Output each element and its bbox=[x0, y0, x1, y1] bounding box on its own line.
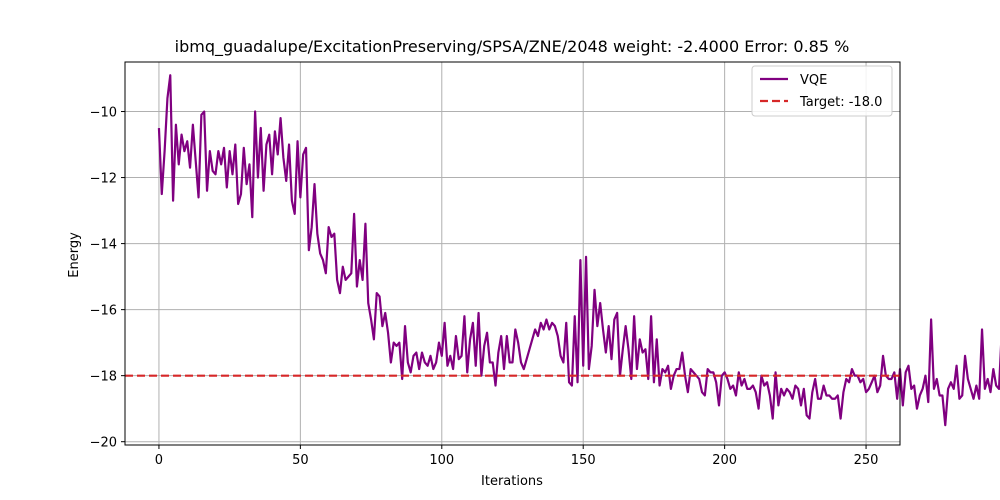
grid-lines bbox=[125, 62, 900, 445]
y-tick-label: −12 bbox=[90, 172, 117, 187]
x-tick-label: 200 bbox=[712, 453, 737, 468]
x-tick-label: 250 bbox=[854, 453, 879, 468]
x-tick-label: 0 bbox=[155, 453, 163, 468]
chart-title: ibmq_guadalupe/ExcitationPreserving/SPSA… bbox=[175, 37, 850, 57]
y-axis-label: Energy bbox=[67, 232, 82, 278]
series-layer bbox=[125, 74, 1000, 427]
y-tick-label: −14 bbox=[90, 238, 117, 253]
y-tick-label: −18 bbox=[90, 370, 117, 385]
y-axis: −20 −18 −16 −14 −12 −10 bbox=[90, 106, 125, 451]
legend-label: Target: -18.0 bbox=[799, 95, 882, 110]
y-tick-label: −10 bbox=[90, 106, 117, 121]
x-tick-label: 100 bbox=[429, 453, 454, 468]
legend-label: VQE bbox=[800, 73, 827, 88]
y-tick-label: −20 bbox=[90, 436, 117, 451]
plot-frame bbox=[124, 61, 901, 446]
x-axis: 0 50 100 150 200 250 bbox=[155, 445, 879, 468]
x-axis-label: Iterations bbox=[481, 474, 543, 489]
y-tick-label: −16 bbox=[90, 304, 117, 319]
x-tick-label: 150 bbox=[571, 453, 596, 468]
vqe-line bbox=[157, 74, 1000, 427]
x-tick-label: 50 bbox=[292, 453, 309, 468]
legend: VQE Target: -18.0 bbox=[751, 65, 893, 117]
